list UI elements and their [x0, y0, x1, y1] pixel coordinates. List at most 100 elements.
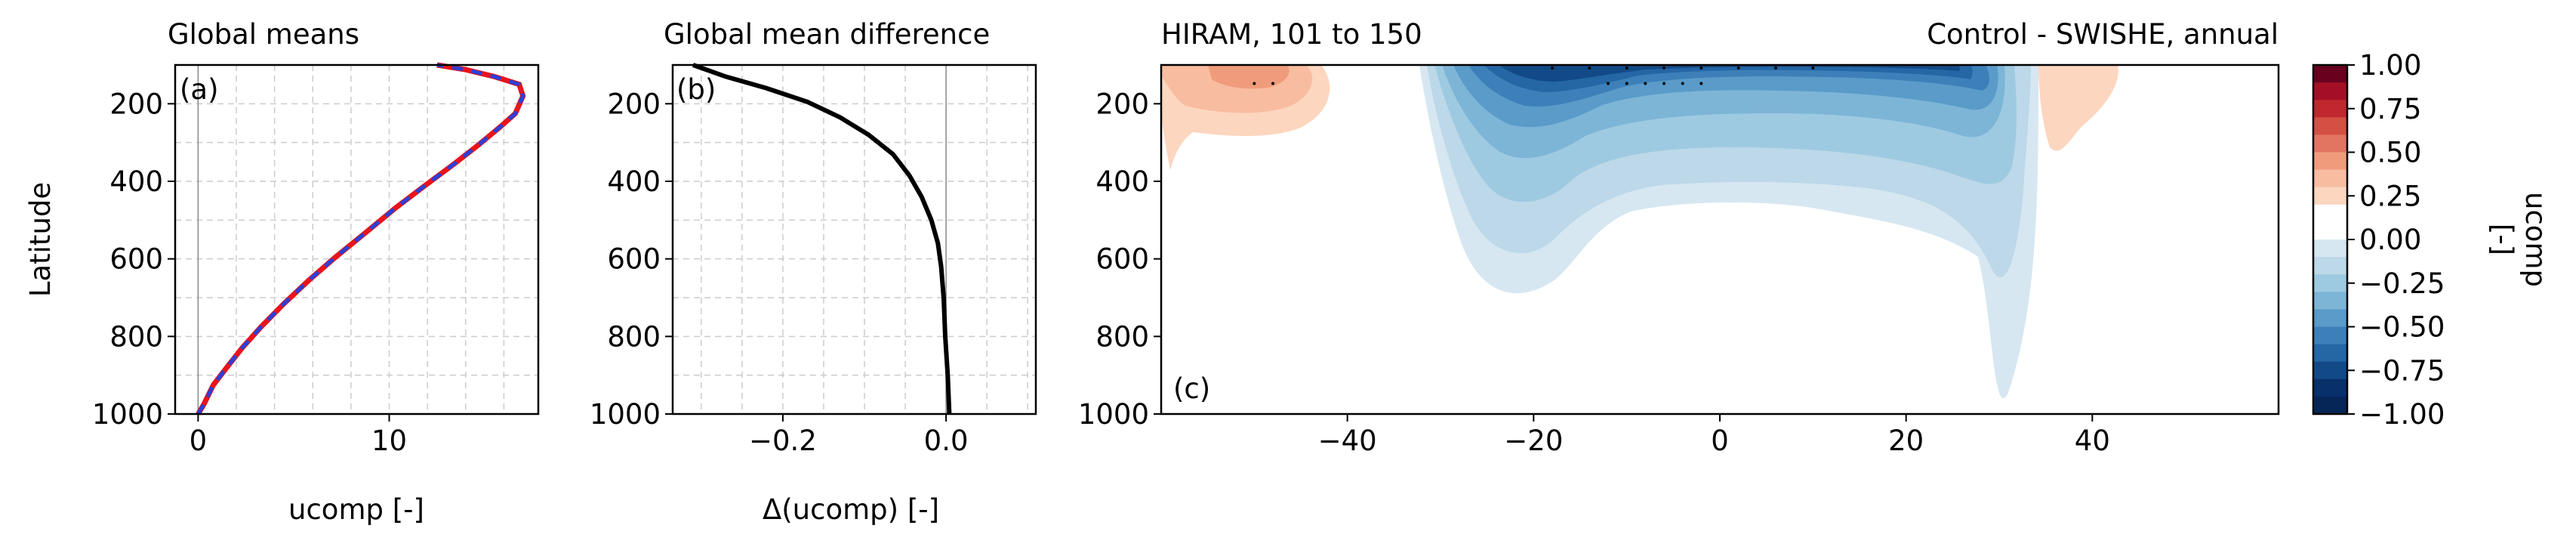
- colorbar-swatch: [2313, 187, 2347, 205]
- series-difference-line: [692, 63, 952, 415]
- contour-pos-left-3: [1208, 65, 1290, 89]
- colorbar-swatch: [2313, 117, 2347, 135]
- stipple-dot: [1662, 82, 1665, 85]
- colorbar-label-line2: [-]: [2486, 224, 2519, 255]
- panel-a-xtick-label: 10: [371, 425, 407, 457]
- panel-a-title: Global means: [168, 18, 359, 51]
- panel-b-ytick-label: 600: [607, 243, 661, 276]
- panel-a-ytick-label: 800: [109, 320, 163, 353]
- contour-pos-right-2: [2078, 65, 2103, 81]
- contour-neg-level-8: [1499, 65, 1960, 82]
- panel-c-ticks: −40 −20 0 20 40 200 400 600 800 1000: [1078, 88, 2110, 457]
- colorbar-swatch: [2313, 239, 2347, 258]
- significance-stipple: [1253, 66, 1815, 85]
- panel-a-label: (a): [180, 73, 219, 106]
- panel-c-xtick-label: −20: [1504, 425, 1563, 457]
- colorbar-tick-label: −0.75: [2359, 354, 2445, 387]
- panel-a-ytick-label: 600: [109, 243, 163, 276]
- colorbar-label-line1: ucomp: [2519, 192, 2552, 287]
- panel-c-xtick-label: 40: [2075, 425, 2110, 457]
- panel-b: Global mean difference (b) −0.2 0.0 200 400…: [590, 18, 1037, 526]
- panel-b-title: Global mean difference: [664, 18, 990, 51]
- panel-c-ytick-label: 1000: [1078, 398, 1149, 431]
- panel-a-series: [196, 62, 526, 416]
- colorbar-tick-label: 1.00: [2359, 49, 2421, 82]
- panel-b-ytick-label: 400: [607, 165, 661, 198]
- colorbar-swatch: [2313, 204, 2347, 223]
- panel-c-ytick-label: 200: [1095, 88, 1149, 120]
- contour-field: [1161, 65, 2118, 399]
- panel-b-ticks: −0.2 0.0 200 400 600 800 1000: [590, 88, 969, 457]
- colorbar-tick-label: −0.50: [2359, 311, 2445, 344]
- panel-a-xlabel: ucomp [-]: [288, 493, 424, 526]
- panel-a-xtick-label: 0: [190, 425, 208, 457]
- colorbar-swatch: [2313, 344, 2347, 363]
- panel-b-ytick-label: 200: [607, 88, 661, 120]
- panel-b-label: (b): [676, 73, 716, 106]
- stipple-dot: [1625, 66, 1628, 70]
- panel-c-xtick-label: −40: [1318, 425, 1377, 457]
- colorbar-swatch: [2313, 326, 2347, 345]
- colorbar-swatch: [2313, 309, 2347, 328]
- panel-c: HIRAM, 101 to 150 Control - SWISHE, annu…: [1078, 18, 2280, 457]
- panel-b-frame: [671, 63, 1037, 416]
- panel-b-xtick-label: −0.2: [749, 425, 817, 457]
- panel-b-series: [692, 63, 952, 415]
- panel-b-ytick-label: 1000: [590, 398, 661, 431]
- colorbar-swatch: [2313, 152, 2347, 171]
- panel-a-grid: [175, 65, 538, 414]
- panel-c-ytick-label: 600: [1095, 243, 1149, 276]
- colorbar-swatch: [2313, 292, 2347, 310]
- stipple-dot: [1644, 82, 1647, 85]
- stipple-dot: [1736, 66, 1740, 70]
- panel-c-ytick-label: 800: [1095, 320, 1149, 353]
- colorbar: 1.00 0.75 0.50 0.25 0.00 −0.25 −0.50 −0.75 −1.00…: [2312, 49, 2552, 431]
- stipple-dot: [1699, 82, 1703, 85]
- panel-b-ytick-label: 800: [607, 320, 661, 353]
- colorbar-label: ucomp [-]: [2486, 192, 2552, 287]
- panel-c-xtick-label: 20: [1888, 425, 1924, 457]
- panel-a-ytick-label: 400: [109, 165, 163, 198]
- colorbar-swatch: [2313, 396, 2347, 415]
- colorbar-tick-label: 0.00: [2359, 224, 2421, 256]
- stipple-dot: [1551, 66, 1554, 70]
- panel-a: Global means (a) 0 10 200 400 600 800 1000 Lat…: [24, 18, 540, 526]
- stipple-dot: [1253, 82, 1256, 85]
- colorbar-tick-label: −1.00: [2359, 398, 2445, 431]
- stipple-dot: [1811, 66, 1815, 70]
- panel-a-frame: [174, 63, 540, 416]
- colorbar-swatch: [2313, 169, 2347, 188]
- series-control-line: [196, 62, 526, 416]
- stipple-dot: [1662, 66, 1665, 70]
- colorbar-swatch: [2313, 65, 2347, 83]
- stipple-dot: [1699, 66, 1703, 70]
- panel-c-title-right: Control - SWISHE, annual: [1927, 18, 2279, 51]
- colorbar-tick-label: 0.25: [2359, 180, 2421, 212]
- colorbar-swatch: [2313, 361, 2347, 380]
- contour-pos-right-1: [2038, 65, 2118, 151]
- colorbar-ticks: 1.00 0.75 0.50 0.25 0.00 −0.25 −0.50 −0.75 −1.00: [2347, 49, 2445, 431]
- stipple-dot: [1774, 66, 1777, 70]
- colorbar-swatch: [2313, 257, 2347, 275]
- colorbar-tick-label: 0.50: [2359, 137, 2421, 169]
- panel-a-ticks: 0 10 200 400 600 800 1000: [92, 88, 407, 457]
- panel-a-ylabel: Latitude: [24, 182, 57, 297]
- series-experiment-line: [196, 63, 525, 416]
- stipple-dot: [1588, 66, 1592, 70]
- colorbar-tick-label: −0.25: [2359, 267, 2445, 300]
- colorbar-swatch: [2313, 221, 2347, 240]
- panel-b-xlabel: Δ(ucomp) [-]: [763, 493, 939, 526]
- colorbar-swatch: [2313, 274, 2347, 292]
- panel-a-ytick-label: 1000: [92, 398, 163, 431]
- panel-c-title-left: HIRAM, 101 to 150: [1161, 18, 1422, 51]
- stipple-dot: [1271, 82, 1274, 85]
- panel-b-grid: [673, 65, 1036, 414]
- colorbar-swatches: [2313, 65, 2347, 415]
- stipple-dot: [1625, 82, 1628, 85]
- panel-a-ytick-label: 200: [109, 88, 163, 120]
- stipple-dot: [1607, 82, 1610, 85]
- panel-c-xtick-label: 0: [1711, 425, 1729, 457]
- colorbar-tick-label: 0.75: [2359, 93, 2421, 125]
- panel-b-xtick-label: 0.0: [924, 425, 969, 457]
- colorbar-swatch: [2313, 378, 2347, 397]
